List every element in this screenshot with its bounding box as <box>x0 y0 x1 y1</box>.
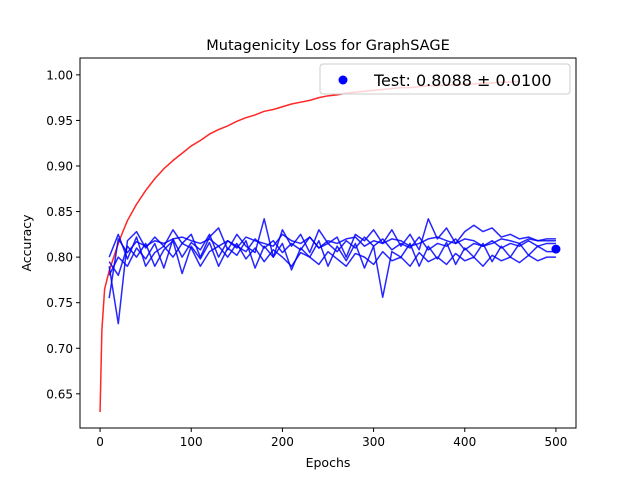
y-axis-label: Accuracy <box>19 214 34 272</box>
x-tick-label: 500 <box>544 435 567 449</box>
validation-series-line-3 <box>108 218 556 325</box>
x-tick-label: 100 <box>180 435 203 449</box>
legend-label: Test: 0.8088 ± 0.0100 <box>373 71 552 90</box>
y-tick-label: 0.70 <box>46 342 73 356</box>
y-tick-label: 0.80 <box>46 251 73 265</box>
y-tick-label: 1.00 <box>46 68 73 82</box>
x-tick-label: 300 <box>362 435 385 449</box>
y-tick-label: 0.65 <box>46 387 73 401</box>
y-tick-label: 0.85 <box>46 205 73 219</box>
y-axis: 0.65 0.70 0.75 0.80 0.85 0.90 0.95 1.00 <box>46 68 80 401</box>
legend-marker <box>338 75 348 85</box>
y-tick-label: 0.90 <box>46 159 73 173</box>
x-tick-label: 0 <box>96 435 104 449</box>
plot-frame <box>79 57 577 429</box>
y-tick-label: 0.75 <box>46 296 73 310</box>
test-point-marker <box>551 244 561 254</box>
x-tick-label: 400 <box>453 435 476 449</box>
validation-series-line-6 <box>108 233 556 276</box>
legend-box <box>319 63 571 95</box>
x-axis-label: Epochs <box>306 455 351 470</box>
chart-title: Mutagenicity Loss for GraphSAGE <box>206 38 449 54</box>
x-axis: 0 100 200 300 400 500 <box>96 428 567 449</box>
legend: Test: 0.8088 ± 0.0100 <box>319 63 571 95</box>
x-tick-label: 200 <box>271 435 294 449</box>
y-tick-label: 0.95 <box>46 114 73 128</box>
